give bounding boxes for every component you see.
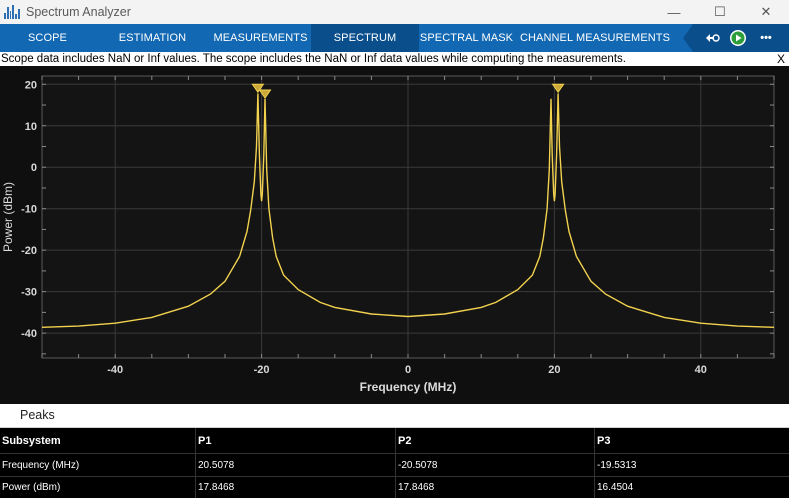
- info-bar: Scope data includes NaN or Inf values. T…: [0, 52, 789, 66]
- grid-lines: [42, 76, 774, 358]
- y-tick-labels: 20 10 0 -10 -20 -30 -40: [21, 79, 37, 340]
- peaks-panel-header[interactable]: Peaks: [0, 404, 789, 428]
- column-header[interactable]: P2: [396, 428, 595, 453]
- table-cell: 17.8468: [196, 477, 396, 498]
- info-close-button[interactable]: X: [776, 52, 785, 66]
- y-tick-label: 0: [31, 162, 37, 174]
- tick-marks: [41, 76, 775, 358]
- y-tick-label: -40: [21, 328, 37, 340]
- table-row: Frequency (MHz) 20.5078 -20.5078 -19.531…: [0, 454, 789, 477]
- window-title: Spectrum Analyzer: [26, 5, 131, 19]
- table-cell: Frequency (MHz): [0, 454, 196, 476]
- peaks-title: Peaks: [20, 408, 55, 422]
- column-header[interactable]: P1: [196, 428, 396, 453]
- table-cell: 16.4504: [597, 482, 634, 493]
- info-message: Scope data includes NaN or Inf values. T…: [1, 53, 626, 65]
- x-tick-label: 0: [405, 364, 411, 376]
- spectrum-chart-svg[interactable]: 20 10 0 -10 -20 -30 -40 -40 -20 0 20 40 Frequency …: [0, 66, 789, 404]
- peaks-table: Subsystem P1 P2 P3 Frequency (MHz) 20.50…: [0, 428, 789, 498]
- more-options-button[interactable]: •••: [760, 32, 772, 44]
- x-tick-label: -20: [254, 364, 270, 376]
- toolstrip-actions: •••: [683, 24, 789, 52]
- y-tick-label: -20: [21, 245, 37, 257]
- peak-marker-p3: [258, 89, 272, 99]
- table-row: Power (dBm) 17.8468 17.8468 16.4504: [0, 477, 789, 498]
- x-tick-label: 40: [695, 364, 707, 376]
- y-tick-label: 10: [25, 121, 37, 133]
- x-tick-labels: -40 -20 0 20 40: [107, 364, 707, 376]
- peak-markers: [251, 83, 565, 99]
- minimize-button[interactable]: —: [667, 4, 681, 20]
- toolstrip: SCOPE ESTIMATION MEASUREMENTS SPECTRUM S…: [0, 24, 789, 52]
- signal-probe-icon[interactable]: [701, 27, 723, 49]
- table-cell: Power (dBm): [0, 477, 196, 498]
- y-tick-label: -10: [21, 204, 37, 216]
- tab-measurements[interactable]: MEASUREMENTS: [213, 32, 308, 44]
- spectrum-analyzer-app-icon: [4, 5, 20, 19]
- tab-channel-measurements[interactable]: CHANNEL MEASUREMENTS: [519, 32, 671, 44]
- column-header[interactable]: P3: [597, 434, 611, 447]
- tab-spectral-mask[interactable]: SPECTRAL MASK: [419, 32, 514, 44]
- table-cell: -20.5078: [396, 454, 595, 476]
- spectrum-plot[interactable]: 20 10 0 -10 -20 -30 -40 -40 -20 0 20 40 Frequency …: [0, 66, 789, 404]
- peak-marker-p1: [551, 83, 565, 94]
- x-tick-label: 20: [548, 364, 560, 376]
- close-button[interactable]: ✕: [760, 4, 772, 19]
- title-bar: Spectrum Analyzer — ☐ ✕: [0, 0, 789, 24]
- table-cell: -19.5313: [597, 459, 637, 471]
- table-cell: 17.8468: [396, 477, 595, 498]
- y-axis-label: Power (dBm): [1, 182, 15, 252]
- tab-scope[interactable]: SCOPE: [27, 32, 67, 44]
- peak-marker-p2: [251, 83, 265, 94]
- x-tick-label: -40: [107, 364, 123, 376]
- x-axis-label: Frequency (MHz): [360, 380, 457, 394]
- tab-estimation[interactable]: ESTIMATION: [118, 32, 187, 44]
- table-cell: 20.5078: [196, 454, 396, 476]
- maximize-button[interactable]: ☐: [714, 4, 726, 19]
- spectrum-trace: [41, 93, 775, 328]
- y-tick-label: 20: [25, 79, 37, 91]
- run-icon[interactable]: [727, 27, 749, 49]
- column-header[interactable]: Subsystem: [0, 428, 196, 453]
- tab-spectrum[interactable]: SPECTRUM: [311, 24, 419, 52]
- y-tick-label: -30: [21, 287, 37, 299]
- window-controls: — ☐ ✕: [651, 0, 789, 24]
- table-header-row: Subsystem P1 P2 P3: [0, 428, 789, 454]
